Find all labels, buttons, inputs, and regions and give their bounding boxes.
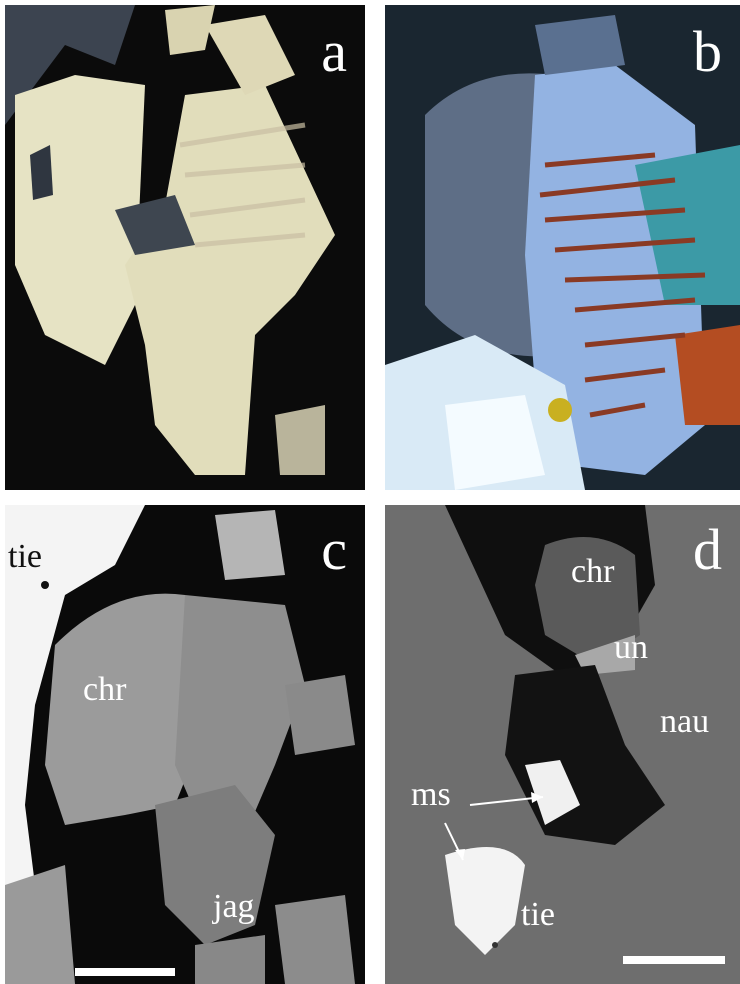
panel-c-micrograph — [5, 505, 355, 984]
panel-d-label-un: un — [614, 629, 648, 666]
panel-b-micrograph — [385, 5, 740, 490]
panel-d-label-ms: ms — [411, 776, 451, 813]
panel-c-label-tie: tie — [8, 538, 42, 575]
panel-c-label-jag: jag — [213, 888, 255, 925]
panel-d-label-tie: tie — [521, 896, 555, 933]
panel-d-label-nau: nau — [660, 703, 710, 740]
panel-a-micrograph — [5, 5, 335, 475]
panel-d-label-chr: chr — [571, 553, 615, 590]
panel-d-scale-bar — [623, 956, 725, 964]
panel-b-letter: b — [693, 19, 722, 84]
panel-c: c tie chr jag — [5, 505, 365, 984]
panel-a: a — [5, 5, 365, 490]
panel-c-letter: c — [321, 517, 347, 582]
panel-a-letter: a — [321, 19, 347, 84]
panel-c-label-chr: chr — [83, 671, 127, 708]
panel-c-scale-bar — [75, 968, 175, 976]
panel-d-micrograph — [385, 505, 740, 984]
panel-d: d chr un nau ms tie — [385, 505, 740, 984]
panel-d-letter: d — [693, 517, 722, 582]
panel-b: b — [385, 5, 740, 490]
